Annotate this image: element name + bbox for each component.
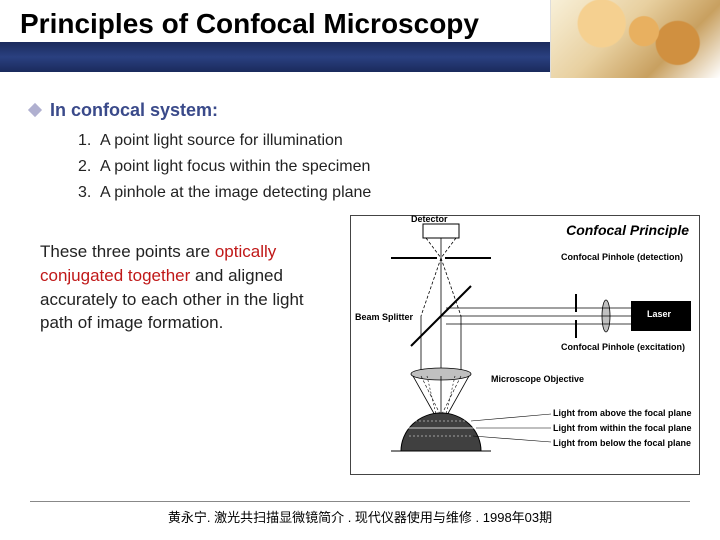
divider-line — [30, 501, 690, 502]
citation-text: 黄永宁. 激光共扫描显微镜简介 . 现代仪器使用与维修 . 1998年03期 — [0, 507, 720, 526]
diamond-bullet-icon — [28, 103, 42, 117]
list-text: A point light focus within the specimen — [100, 158, 370, 175]
list-text: A point light source for illumination — [100, 132, 343, 149]
label-beam-splitter: Beam Splitter — [355, 312, 413, 322]
slide-header: Principles of Confocal Microscopy — [0, 0, 720, 78]
confocal-diagram: Confocal Principle — [350, 215, 700, 475]
header-decorative-photo — [550, 0, 720, 78]
label-detector: Detector — [411, 214, 448, 224]
label-pinhole-detection: Confocal Pinhole (detection) — [561, 252, 683, 262]
slide-title: Principles of Confocal Microscopy — [20, 8, 479, 40]
body-paragraph: These three points are optically conjuga… — [40, 240, 340, 335]
body-pre: These three points are — [40, 242, 215, 261]
list-item: 3.A pinhole at the image detecting plane — [78, 181, 690, 205]
label-laser: Laser — [647, 309, 671, 319]
label-light-above: Light from above the focal plane — [553, 408, 692, 418]
label-light-below: Light from below the focal plane — [553, 438, 691, 448]
numbered-list: 1.A point light source for illumination … — [78, 129, 690, 205]
list-text: A pinhole at the image detecting plane — [100, 184, 371, 201]
list-item: 2.A point light focus within the specime… — [78, 155, 690, 179]
label-objective: Microscope Objective — [491, 374, 584, 384]
heading-text: In confocal system: — [50, 100, 218, 120]
list-item: 1.A point light source for illumination — [78, 129, 690, 153]
section-heading: In confocal system: — [30, 100, 690, 121]
content-area: In confocal system: 1.A point light sour… — [0, 90, 720, 207]
label-pinhole-excitation: Confocal Pinhole (excitation) — [561, 342, 685, 352]
label-light-within: Light from within the focal plane — [553, 423, 692, 433]
